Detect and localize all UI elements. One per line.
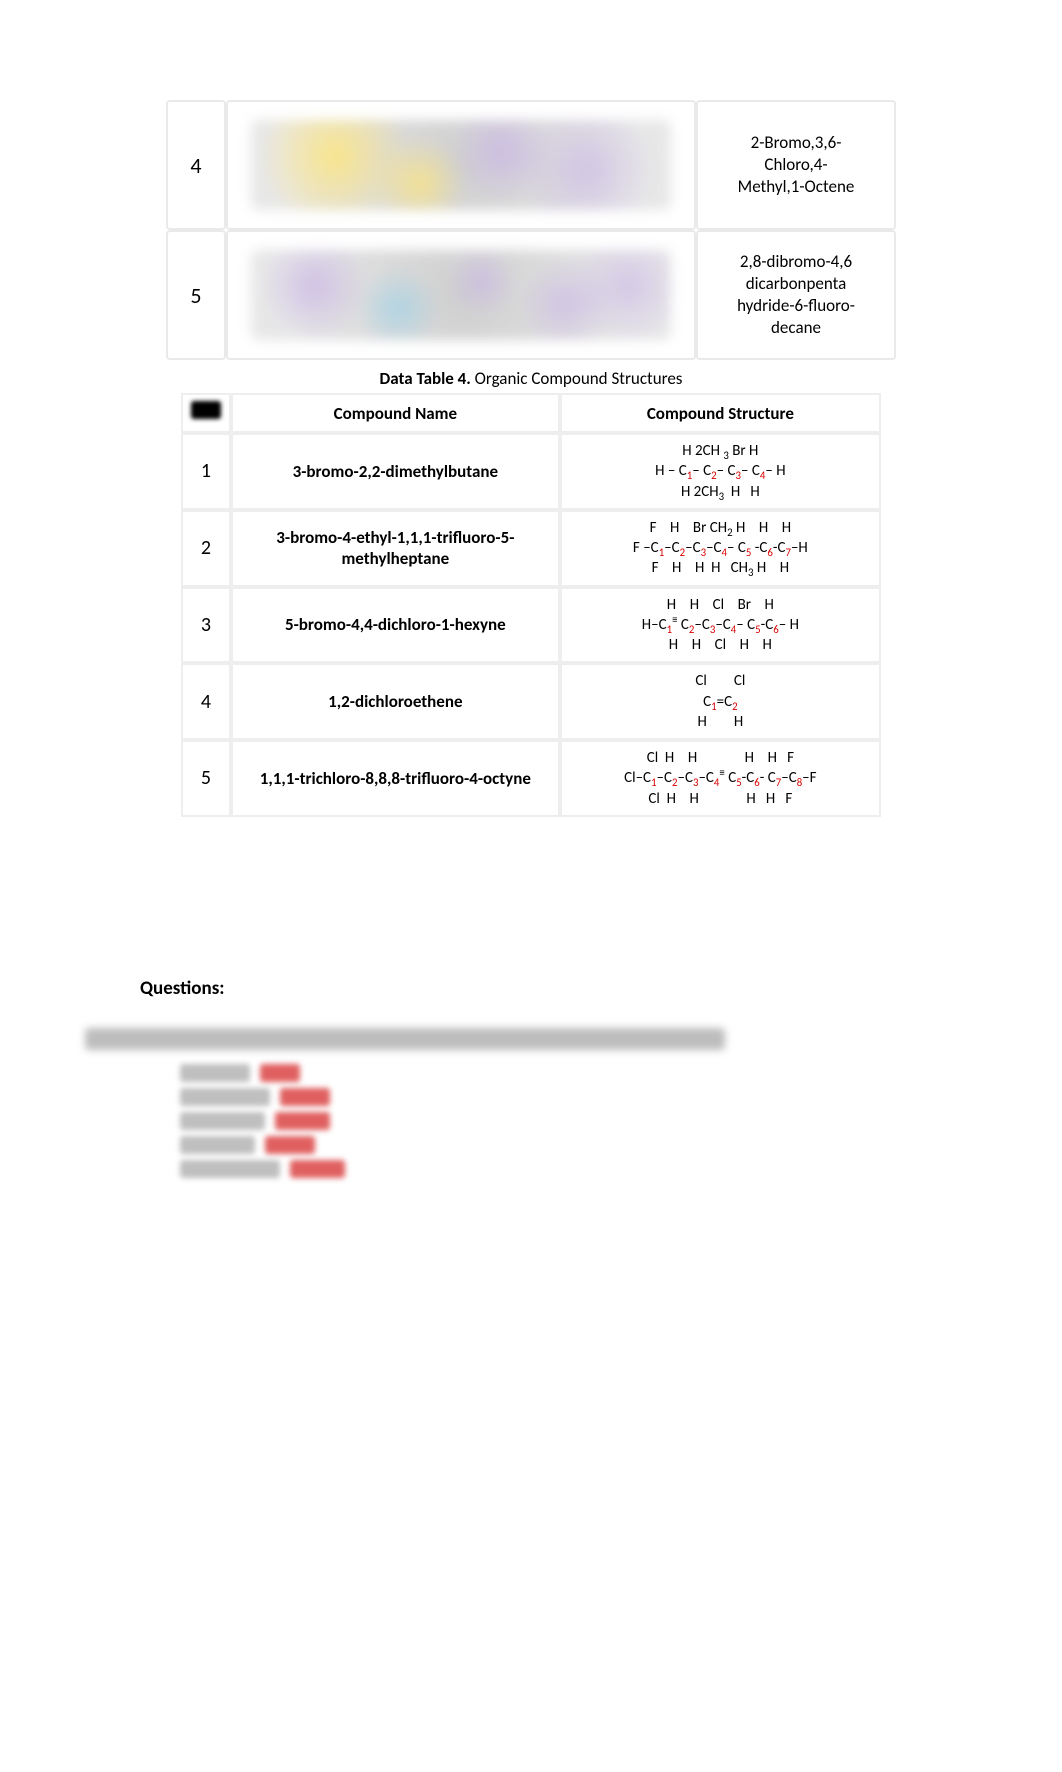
blurred-label: [180, 1112, 265, 1130]
model-name-cell: 2-Bromo,3,6-Chloro,4-Methyl,1-Octene: [696, 100, 896, 230]
model-name-cell: 2,8-dibromo-4,6dicarbonpentahydride-6-fl…: [696, 230, 896, 360]
row-number: 3: [181, 587, 231, 664]
blurred-list-item: [180, 1112, 922, 1130]
blurred-list-item: [180, 1160, 922, 1178]
data-table: Compound Name Compound Structure 13-brom…: [181, 393, 881, 817]
compound-name: 5-bromo-4,4-dichloro-1-hexyne: [231, 587, 560, 664]
blurred-label: [180, 1136, 255, 1154]
blurred-answer: [290, 1160, 345, 1178]
blurred-question-text: [85, 1028, 725, 1050]
model-row: 4 2-Bromo,3,6-Chloro,4-Methyl,1-Octene: [166, 100, 896, 230]
model-row: 5 2,8-dibromo-4,6dicarbonpentahydride-6-f…: [166, 230, 896, 360]
table-row: 51,1,1-trichloro-8,8,8-trifluoro-4-octyn…: [181, 740, 881, 817]
header-blank: [181, 393, 231, 433]
blurred-answer: [265, 1136, 315, 1154]
blurred-answer: [275, 1112, 330, 1130]
model-row-number: 5: [166, 230, 226, 360]
row-number: 5: [181, 740, 231, 817]
blurred-list-item: [180, 1136, 922, 1154]
blurred-list-item: [180, 1064, 922, 1082]
row-number: 1: [181, 433, 231, 510]
blurred-label: [180, 1064, 250, 1082]
compound-name: 3-bromo-2,2-dimethylbutane: [231, 433, 560, 510]
compound-structure: Cl H H H H FCl–C1–C2–C3–C4≡ C5-C6- C7–C8…: [560, 740, 881, 817]
model-table: 4 2-Bromo,3,6-Chloro,4-Methyl,1-Octene 5 2,…: [166, 100, 896, 360]
table-caption: Data Table 4. Organic Compound Structure…: [140, 368, 922, 389]
table-row: 13-bromo-2,2-dimethylbutaneH 2CH 3 Br HH…: [181, 433, 881, 510]
row-number: 2: [181, 510, 231, 587]
table-row: 23-bromo-4-ethyl-1,1,1-trifluoro-5-methy…: [181, 510, 881, 587]
compound-structure: H H Cl Br HH–C1≡ C2–C3–C4– C5-C6– HH H C…: [560, 587, 881, 664]
blurred-answer: [260, 1064, 300, 1082]
caption-bold: Data Table 4.: [380, 368, 471, 389]
header-name: Compound Name: [231, 393, 560, 433]
table-row: 35-bromo-4,4-dichloro-1-hexyneH H Cl Br …: [181, 587, 881, 664]
table-row: 41,2-dichloroetheneCl ClC1=C2H H: [181, 663, 881, 740]
header-structure: Compound Structure: [560, 393, 881, 433]
model-image-cell: [226, 230, 696, 360]
model-row-number: 4: [166, 100, 226, 230]
compound-structure: Cl ClC1=C2H H: [560, 663, 881, 740]
compound-name: 1,2-dichloroethene: [231, 663, 560, 740]
blurred-answer: [280, 1088, 330, 1106]
row-number: 4: [181, 663, 231, 740]
redacted-chip: [191, 401, 221, 419]
compound-name: 3-bromo-4-ethyl-1,1,1-trifluoro-5-methyl…: [231, 510, 560, 587]
blurred-label: [180, 1160, 280, 1178]
blurred-molecule-image: [251, 120, 670, 210]
caption-text: Organic Compound Structures: [471, 368, 683, 389]
compound-structure: H 2CH 3 Br HH – C1– C2– C3– C4– HH 2CH3 …: [560, 433, 881, 510]
blurred-label: [180, 1088, 270, 1106]
model-image-cell: [226, 100, 696, 230]
blurred-list-item: [180, 1088, 922, 1106]
compound-structure: F H Br CH2 H H HF –C1–C2–C3–C4– C5 -C6-C…: [560, 510, 881, 587]
questions-heading: Questions:: [140, 977, 922, 1000]
blurred-molecule-image: [251, 250, 670, 340]
blurred-answer-list: [180, 1064, 922, 1178]
compound-name: 1,1,1-trichloro-8,8,8-trifluoro-4-octyne: [231, 740, 560, 817]
